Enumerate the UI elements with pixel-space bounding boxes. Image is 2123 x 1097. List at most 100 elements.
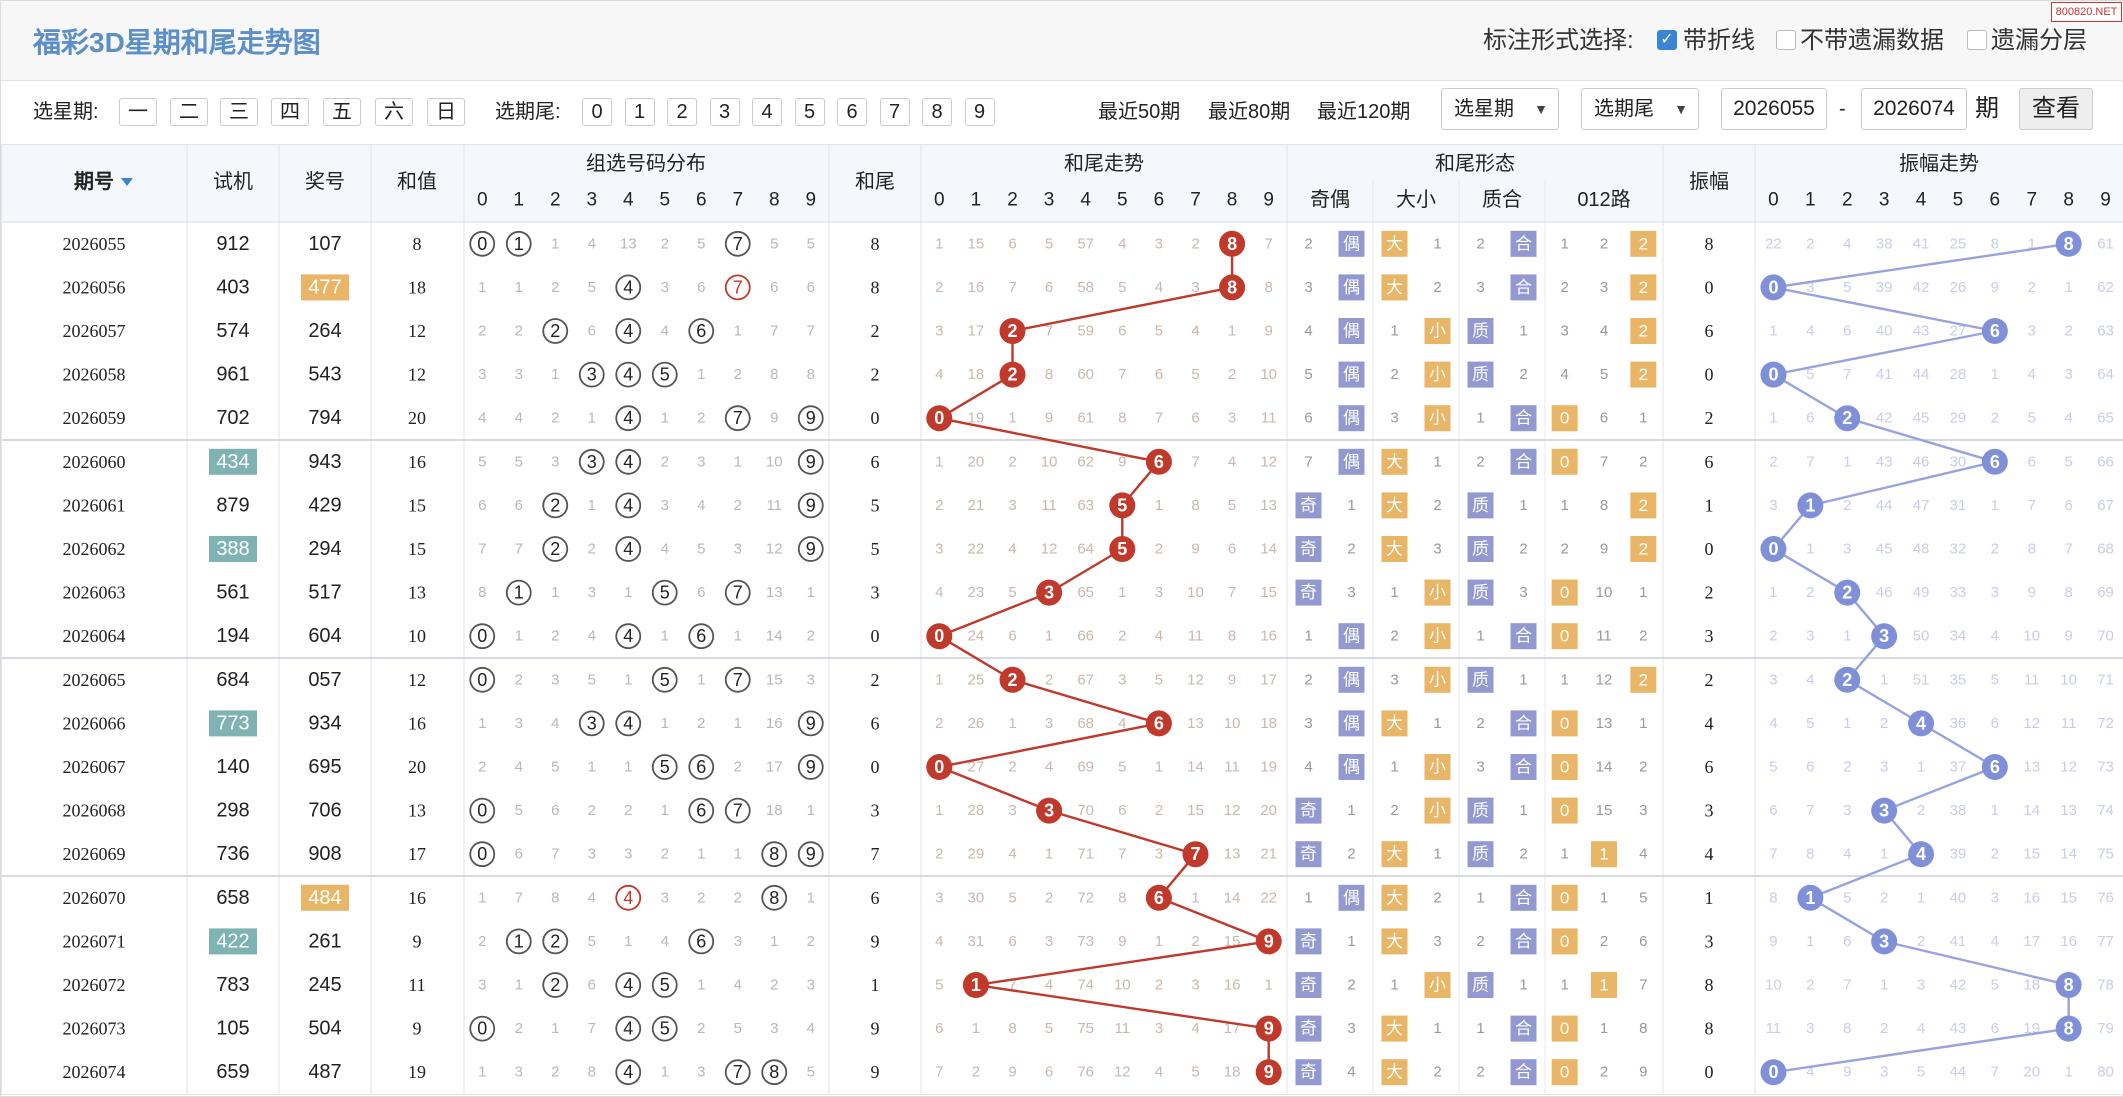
recent-120-link[interactable]: 最近120期 — [1317, 101, 1411, 123]
tail-button[interactable]: 5 — [794, 98, 825, 126]
form-miss-count: 1 — [1519, 497, 1527, 514]
form-badge-text: 偶 — [1343, 888, 1360, 907]
amp-miss-count: 3 — [2064, 366, 2072, 383]
group-miss-count: 1 — [551, 235, 559, 252]
form-badge-text: 合 — [1515, 234, 1532, 253]
group-hit-digit: 0 — [477, 670, 487, 690]
tail-button[interactable]: 4 — [752, 98, 782, 126]
amp-miss-count: 1 — [1917, 889, 1925, 906]
form-badge — [1424, 972, 1451, 998]
tail-ball-digit: 3 — [1044, 801, 1054, 821]
group-hit-digit: 3 — [587, 713, 597, 733]
weekday-button[interactable]: 日 — [427, 98, 465, 126]
checkbox-no-miss[interactable] — [1776, 30, 1796, 50]
amp-value: 8 — [1705, 234, 1714, 254]
form-badge — [1467, 361, 1494, 388]
tail-miss-count: 10 — [1041, 453, 1058, 470]
amp-miss-count: 7 — [1806, 453, 1814, 470]
recent-80-link[interactable]: 最近80期 — [1208, 101, 1291, 123]
weekday-button[interactable]: 四 — [271, 98, 309, 126]
tail-button[interactable]: 2 — [667, 98, 697, 126]
test-number: 736 — [216, 843, 249, 865]
tail-miss-count: 8 — [1191, 497, 1199, 514]
tail-miss-count: 66 — [1077, 628, 1094, 645]
header-digit: 0 — [477, 190, 488, 211]
tail-miss-count: 9 — [1191, 541, 1199, 558]
form-badge-text: 大 — [1386, 845, 1403, 864]
road-badge-text: 0 — [1560, 932, 1569, 951]
tail-button[interactable]: 3 — [709, 98, 740, 126]
group-miss-count: 3 — [734, 541, 742, 558]
tail-button[interactable]: 0 — [582, 98, 612, 126]
group-hit-circle — [797, 448, 824, 475]
option-with-line[interactable]: 带折线 — [1683, 27, 1755, 54]
checkbox-miss-layer[interactable] — [1967, 30, 1987, 50]
weekday-button[interactable]: 五 — [323, 98, 361, 126]
road-miss-count: 1 — [1600, 1020, 1608, 1037]
group-miss-count: 4 — [478, 410, 486, 427]
group-miss-count: 2 — [551, 628, 559, 645]
amp-miss-count: 8 — [1769, 889, 1777, 906]
tail-miss-count: 21 — [968, 497, 985, 514]
issue-to-input[interactable]: 2026074 — [1861, 88, 1967, 130]
form-badge-text: 质 — [1472, 976, 1489, 995]
tail-button[interactable]: 8 — [922, 98, 952, 126]
recent-50-link[interactable]: 最近50期 — [1098, 101, 1181, 123]
amp-miss-count: 9 — [2064, 628, 2072, 645]
option-miss-layer[interactable]: 遗漏分层 — [1991, 27, 2087, 54]
group-hit-digit: 4 — [623, 408, 633, 428]
sort-down-icon[interactable] — [121, 178, 133, 186]
form-badge — [1424, 797, 1451, 824]
form-badge-text: 合 — [1515, 452, 1532, 471]
view-button[interactable]: 查看 — [2019, 88, 2093, 130]
amp-miss-count: 25 — [1950, 235, 1967, 252]
tail-ball — [926, 623, 953, 650]
form-badge-text: 奇 — [1300, 801, 1317, 820]
option-no-miss[interactable]: 不带遗漏数据 — [1800, 27, 1944, 54]
form-miss-count: 2 — [1519, 846, 1527, 863]
header-digit: 5 — [1117, 190, 1128, 211]
weekday-button[interactable]: 六 — [375, 98, 413, 126]
road-badge-text: 2 — [1639, 234, 1648, 253]
amp-value: 6 — [1705, 321, 1714, 341]
amp-miss-count: 8 — [1991, 235, 1999, 252]
checkbox-with-line[interactable]: ✓ — [1657, 30, 1677, 50]
group-hit-digit: 9 — [806, 713, 816, 733]
tail-miss-count: 6 — [1118, 802, 1126, 819]
amp-miss-count: 26 — [1950, 279, 1967, 296]
tail-miss-count: 31 — [968, 933, 985, 950]
tail-button[interactable]: 1 — [624, 98, 655, 126]
tail-button[interactable]: 7 — [879, 98, 910, 126]
weekday-button[interactable]: 二 — [170, 98, 208, 126]
tail-button[interactable]: 9 — [964, 98, 995, 126]
amp-miss-count: 31 — [1950, 497, 1967, 514]
group-miss-count: 4 — [551, 715, 559, 732]
table-border — [1, 144, 2123, 1095]
group-miss-count: 3 — [551, 671, 559, 688]
form-badge-text: 大 — [1386, 1063, 1403, 1082]
group-miss-count: 3 — [661, 279, 669, 296]
amp-miss-count: 1 — [1880, 846, 1888, 863]
amp-miss-count: 80 — [2097, 1064, 2114, 1081]
group-miss-count: 4 — [697, 497, 705, 514]
tail-miss-count: 15 — [968, 235, 985, 252]
prize-number: 294 — [308, 538, 341, 560]
group-miss-count: 2 — [697, 889, 705, 906]
amp-miss-count: 1 — [1769, 584, 1777, 601]
week-select[interactable]: 选星期 ▼ — [1441, 88, 1559, 130]
group-hit-circle — [724, 1059, 751, 1086]
weekday-button[interactable]: 一 — [119, 98, 157, 126]
weekday-button[interactable]: 三 — [220, 98, 258, 126]
tail-select[interactable]: 选期尾 ▼ — [1581, 88, 1699, 130]
issue-from-input[interactable]: 2026055 — [1721, 88, 1827, 130]
issue-number: 2026069 — [63, 844, 126, 864]
tail-button[interactable]: 6 — [837, 98, 867, 126]
prize-number: 543 — [308, 364, 341, 386]
group-miss-count: 1 — [661, 802, 669, 819]
amp-miss-count: 16 — [2023, 889, 2040, 906]
header-test: 试机 — [213, 170, 253, 193]
tail-miss-count: 1 — [1228, 323, 1236, 340]
form-badge-text: 偶 — [1343, 627, 1360, 646]
group-hit-digit: 7 — [733, 801, 743, 821]
road-badge — [1551, 884, 1578, 911]
